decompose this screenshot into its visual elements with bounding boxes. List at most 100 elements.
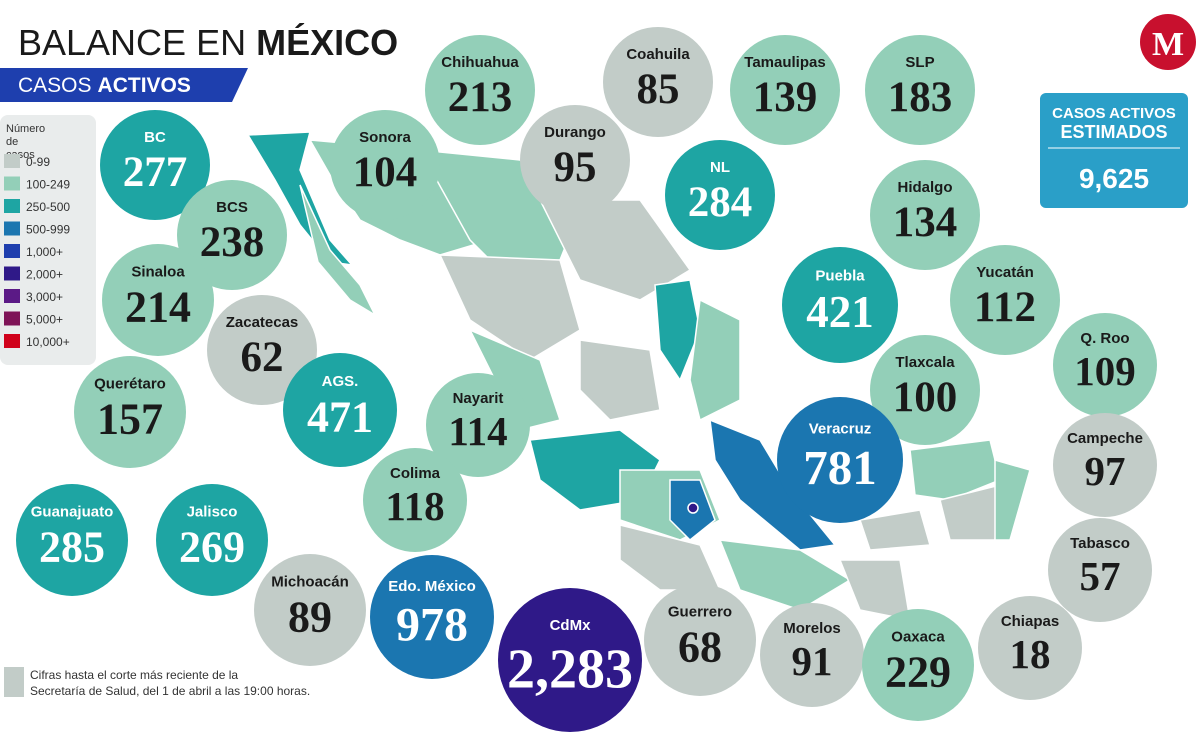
map <box>246 131 1031 621</box>
state-value: 238 <box>200 219 265 266</box>
state-value: 471 <box>307 393 373 442</box>
state-name: Durango <box>544 124 606 141</box>
state-name: Tabasco <box>1070 535 1130 552</box>
state-bubble: NL 284 <box>665 140 775 250</box>
state-circle <box>782 247 898 363</box>
state-bubble: AGS. 471 <box>283 353 397 467</box>
state-value: 118 <box>385 483 444 529</box>
estimate-box <box>1040 93 1188 208</box>
state-bubble: Chihuahua 213 <box>425 35 535 145</box>
state-circle <box>74 356 186 468</box>
legend-label: 250-500 <box>26 200 70 214</box>
state-name: Chihuahua <box>441 54 519 71</box>
state-circle <box>207 295 317 405</box>
state-circle <box>730 35 840 145</box>
legend-label: 3,000+ <box>26 290 63 304</box>
legend-swatch <box>4 221 20 236</box>
state-circle <box>1053 413 1157 517</box>
legend-swatch <box>4 289 20 303</box>
state-circle <box>156 484 268 596</box>
state-name: Tlaxcala <box>895 354 955 371</box>
state-value: 134 <box>893 199 958 246</box>
state-value: 214 <box>125 282 191 331</box>
state-name: Coahuila <box>626 46 690 63</box>
legend-swatch <box>4 176 20 191</box>
state-value: 277 <box>123 149 188 196</box>
logo <box>1140 14 1196 70</box>
state-name: Sonora <box>359 129 411 146</box>
legend-label: 2,000+ <box>26 268 63 282</box>
state-bubble: Guerrero 68 <box>644 584 756 696</box>
state-circle <box>865 35 975 145</box>
state-circle <box>16 484 128 596</box>
legend-label: 1,000+ <box>26 245 63 259</box>
state-circle <box>870 335 980 445</box>
state-value: 284 <box>688 179 753 226</box>
state-value: 89 <box>288 592 332 641</box>
state-value: 213 <box>448 74 513 121</box>
state-value: 229 <box>885 647 951 696</box>
state-bubble: Durango 95 <box>520 105 630 215</box>
state-value: 57 <box>1080 553 1121 599</box>
state-value: 269 <box>179 522 245 571</box>
state-value: 183 <box>888 74 953 121</box>
subtitle-bold: ACTIVOS <box>98 74 191 97</box>
logo-text: M <box>1152 26 1184 63</box>
state-bubble: Michoacán 89 <box>254 554 366 666</box>
state-bubble: Jalisco 269 <box>156 484 268 596</box>
state-value: 85 <box>637 66 680 113</box>
state-bubble: Guanajuato 285 <box>16 484 128 596</box>
state-name: Jalisco <box>187 503 238 520</box>
state-value: 112 <box>974 284 1036 331</box>
state-circle <box>177 180 287 290</box>
state-name: Veracruz <box>809 421 872 438</box>
state-value: 95 <box>554 144 597 191</box>
state-name: BCS <box>216 199 248 216</box>
state-circle <box>370 555 494 679</box>
state-name: Guerrero <box>668 603 732 620</box>
title-light: BALANCE EN <box>18 22 246 63</box>
title-bold: MÉXICO <box>256 22 398 63</box>
legend-swatch <box>4 244 20 258</box>
state-value: 285 <box>39 522 105 571</box>
state-bubble: SLP 183 <box>865 35 975 145</box>
state-value: 91 <box>792 638 833 684</box>
state-bubble: BCS 238 <box>177 180 287 290</box>
state-value: 104 <box>353 149 418 196</box>
state-name: Colima <box>390 465 441 482</box>
state-name: Chiapas <box>1001 613 1059 630</box>
legend-label: 10,000+ <box>26 335 70 349</box>
state-value: 421 <box>806 287 874 337</box>
legend-box <box>0 115 96 365</box>
state-circle <box>330 110 440 220</box>
legend: Número de casos0-99100-249250-500500-9991,… <box>4 123 70 349</box>
footnote-text: Cifras hasta el corte más reciente de la… <box>30 668 310 698</box>
estimate-value: 9,625 <box>1079 163 1149 194</box>
state-value: 114 <box>448 408 507 454</box>
state-value: 18 <box>1010 631 1051 677</box>
state-name: SLP <box>905 54 934 71</box>
state-value: 2,283 <box>507 638 633 700</box>
legend-label: 500-999 <box>26 223 70 237</box>
state-bubble: Tlaxcala 100 <box>870 335 980 445</box>
state-bubble: Zacatecas 62 <box>207 295 317 405</box>
state-bubble: Hidalgo 134 <box>870 160 980 270</box>
state-value: 97 <box>1085 448 1126 494</box>
state-name: Yucatán <box>976 264 1034 281</box>
state-bubble: Sonora 104 <box>330 110 440 220</box>
state-name: Zacatecas <box>226 314 299 331</box>
state-name: Guanajuato <box>31 503 114 520</box>
legend-swatch <box>4 334 20 348</box>
subtitle-light: CASOS <box>18 74 92 97</box>
state-circle <box>978 596 1082 700</box>
state-circle <box>100 110 210 220</box>
state-circle <box>870 160 980 270</box>
state-name: BC <box>144 129 166 146</box>
legend-swatch <box>4 154 20 168</box>
legend-swatch <box>4 311 20 326</box>
state-circle <box>760 603 864 707</box>
state-value: 781 <box>803 440 877 495</box>
